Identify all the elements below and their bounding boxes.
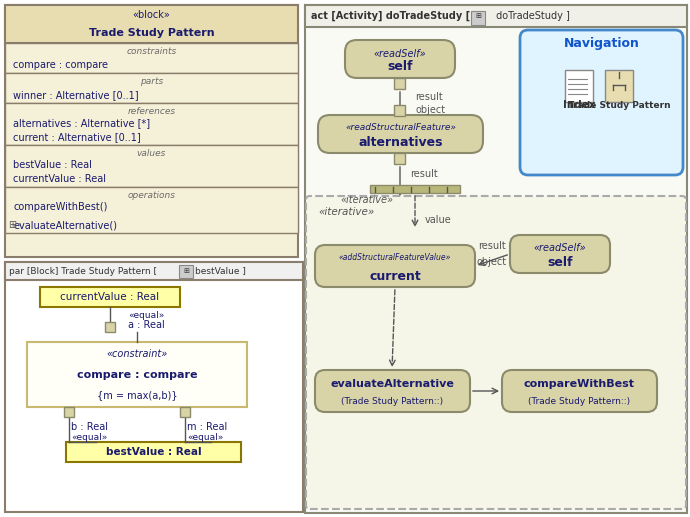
Text: m : Real: m : Real (187, 422, 227, 432)
FancyBboxPatch shape (180, 407, 190, 417)
Text: «block»: «block» (132, 10, 170, 20)
Text: compare : compare: compare : compare (13, 60, 108, 70)
Text: «addStructuralFeatureValue»: «addStructuralFeatureValue» (339, 253, 451, 263)
Text: bestValue : Real: bestValue : Real (106, 447, 201, 457)
Text: b : Real: b : Real (71, 422, 108, 432)
FancyBboxPatch shape (5, 43, 298, 73)
Text: compare : compare: compare : compare (77, 370, 197, 379)
FancyBboxPatch shape (318, 115, 483, 153)
FancyBboxPatch shape (5, 262, 303, 280)
Text: result: result (478, 241, 506, 251)
Text: Index: Index (562, 100, 595, 110)
FancyBboxPatch shape (315, 370, 470, 412)
Text: result: result (410, 169, 437, 179)
Text: {m = max(a,b)}: {m = max(a,b)} (97, 390, 177, 400)
Text: parts: parts (140, 78, 163, 86)
Text: operations: operations (128, 191, 175, 201)
Text: evaluateAlternative(): evaluateAlternative() (13, 220, 117, 230)
Text: «iterative»: «iterative» (340, 195, 393, 205)
Text: «constraint»: «constraint» (106, 349, 168, 359)
Text: bestValue : Real: bestValue : Real (13, 160, 92, 170)
FancyBboxPatch shape (394, 78, 405, 89)
FancyBboxPatch shape (66, 442, 241, 462)
FancyBboxPatch shape (520, 30, 683, 175)
FancyBboxPatch shape (510, 235, 610, 273)
Text: current : Alternative [0..1]: current : Alternative [0..1] (13, 132, 141, 142)
Text: «readSelf»: «readSelf» (533, 243, 586, 253)
Text: alternatives: alternatives (358, 135, 443, 148)
FancyBboxPatch shape (605, 70, 633, 102)
Text: evaluateAlternative: evaluateAlternative (331, 379, 455, 389)
Text: (Trade Study Pattern::): (Trade Study Pattern::) (342, 398, 444, 406)
Text: ⊞: ⊞ (183, 268, 189, 274)
Text: object: object (415, 105, 445, 115)
FancyBboxPatch shape (5, 145, 298, 187)
Text: «readStructuralFeature»: «readStructuralFeature» (345, 124, 456, 132)
FancyBboxPatch shape (394, 105, 405, 116)
Text: «equal»: «equal» (128, 311, 164, 320)
Text: «iterative»: «iterative» (318, 207, 374, 217)
Text: alternatives : Alternative [*]: alternatives : Alternative [*] (13, 118, 150, 128)
FancyBboxPatch shape (565, 70, 593, 102)
FancyBboxPatch shape (64, 407, 74, 417)
Text: winner : Alternative [0..1]: winner : Alternative [0..1] (13, 90, 139, 100)
Text: values: values (137, 149, 166, 159)
Text: ⊞: ⊞ (8, 220, 16, 230)
FancyBboxPatch shape (471, 11, 485, 25)
Text: doTradeStudy ]: doTradeStudy ] (493, 11, 570, 21)
Text: currentValue : Real: currentValue : Real (61, 292, 159, 302)
Text: Navigation: Navigation (564, 38, 640, 51)
Text: «readSelf»: «readSelf» (374, 49, 426, 59)
Text: constraints: constraints (126, 48, 177, 56)
Text: value: value (425, 215, 452, 225)
FancyBboxPatch shape (502, 370, 657, 412)
Text: Trade Study Pattern: Trade Study Pattern (89, 28, 215, 38)
Text: self: self (547, 255, 573, 268)
Text: compareWithBest(): compareWithBest() (13, 202, 108, 212)
FancyBboxPatch shape (5, 5, 298, 257)
FancyBboxPatch shape (394, 153, 405, 164)
Text: currentValue : Real: currentValue : Real (13, 174, 106, 184)
Text: object: object (477, 257, 507, 267)
Text: Trade Study Pattern: Trade Study Pattern (568, 100, 670, 110)
FancyBboxPatch shape (315, 245, 475, 287)
FancyBboxPatch shape (5, 5, 298, 43)
Text: a : Real: a : Real (128, 320, 165, 330)
FancyBboxPatch shape (27, 342, 247, 407)
FancyBboxPatch shape (345, 40, 455, 78)
Text: current: current (369, 269, 421, 282)
FancyBboxPatch shape (306, 196, 686, 509)
FancyBboxPatch shape (179, 265, 193, 278)
Text: «equal»: «equal» (71, 433, 108, 442)
FancyBboxPatch shape (305, 5, 687, 513)
FancyBboxPatch shape (370, 185, 460, 193)
Text: compareWithBest: compareWithBest (524, 379, 635, 389)
FancyBboxPatch shape (105, 322, 115, 332)
Text: references: references (128, 108, 175, 116)
Text: bestValue ]: bestValue ] (195, 266, 246, 276)
Text: self: self (387, 59, 413, 72)
Text: act [Activity] doTradeStudy [: act [Activity] doTradeStudy [ (311, 11, 470, 21)
Text: ⊞: ⊞ (475, 13, 481, 19)
FancyBboxPatch shape (5, 262, 303, 512)
FancyBboxPatch shape (40, 287, 180, 307)
Text: result: result (415, 92, 443, 102)
Text: par [Block] Trade Study Pattern [: par [Block] Trade Study Pattern [ (9, 266, 157, 276)
FancyBboxPatch shape (5, 187, 298, 233)
Text: (Trade Study Pattern::): (Trade Study Pattern::) (529, 398, 631, 406)
Text: «equal»: «equal» (187, 433, 224, 442)
FancyBboxPatch shape (305, 5, 687, 27)
FancyBboxPatch shape (5, 73, 298, 103)
FancyBboxPatch shape (5, 103, 298, 145)
